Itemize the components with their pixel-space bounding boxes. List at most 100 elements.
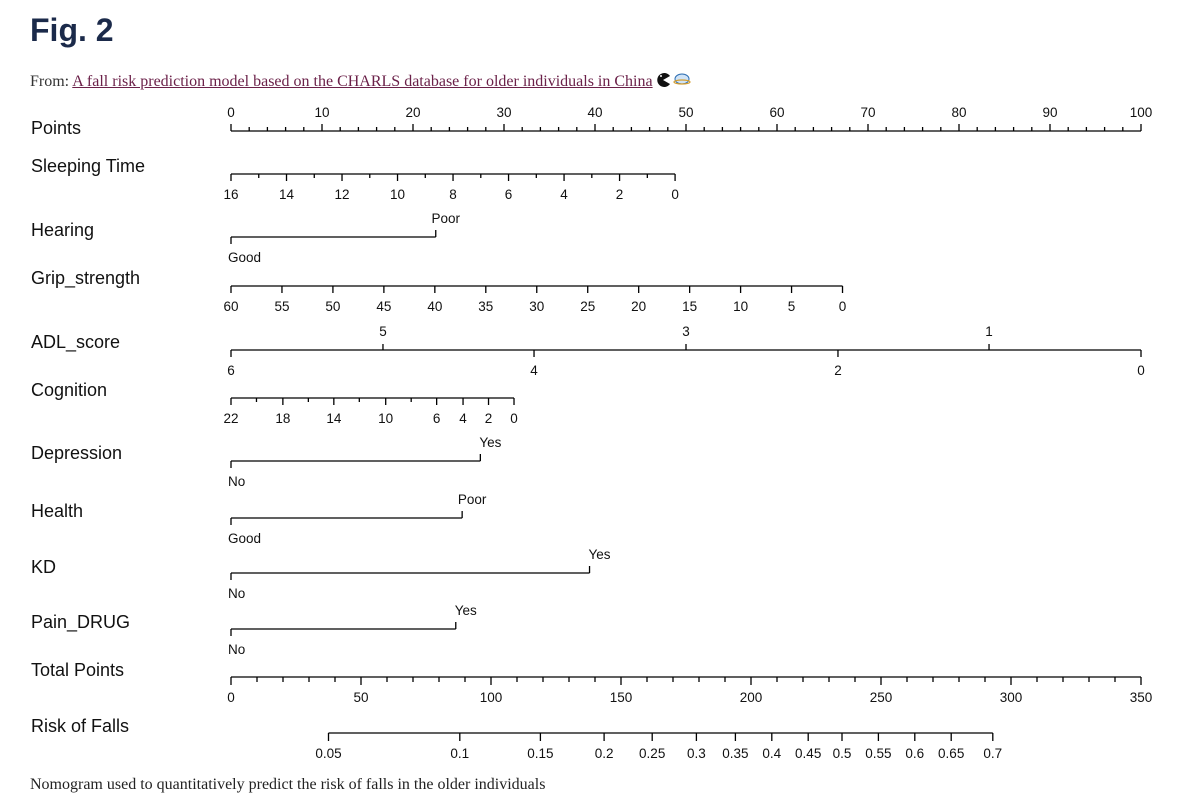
tick-label: 300 — [1000, 690, 1023, 705]
tick-label: 0.7 — [983, 746, 1002, 761]
tick-label: 150 — [610, 690, 633, 705]
row-label: Grip_strength — [31, 268, 140, 289]
tick-label: 4 — [560, 187, 568, 202]
level-label: No — [228, 642, 245, 657]
tick-label: 0.55 — [865, 746, 891, 761]
row-label: Hearing — [31, 220, 94, 240]
tick-label: 10 — [378, 411, 393, 426]
tick-label: 16 — [223, 187, 238, 202]
tick-label: 4 — [530, 363, 538, 378]
tick-label: 1 — [985, 324, 993, 339]
tick-label: 50 — [353, 690, 368, 705]
tick-label: 0.2 — [595, 746, 614, 761]
tick-label: 0.5 — [833, 746, 852, 761]
tick-label: 50 — [678, 105, 693, 120]
tick-label: 14 — [326, 411, 342, 426]
tick-label: 0.3 — [687, 746, 706, 761]
tick-label: 0 — [671, 187, 679, 202]
level-label: Yes — [589, 547, 611, 562]
level-label: Yes — [455, 603, 477, 618]
tick-label: 0.4 — [762, 746, 781, 761]
row-label: ADL_score — [31, 332, 120, 353]
row-label: Pain_DRUG — [31, 612, 130, 633]
tick-label: 6 — [433, 411, 441, 426]
tick-label: 0 — [1137, 363, 1145, 378]
tick-label: 70 — [860, 105, 875, 120]
tick-label: 0.35 — [722, 746, 748, 761]
tick-label: 5 — [379, 324, 387, 339]
article-link[interactable]: A fall risk prediction model based on th… — [72, 73, 653, 91]
tick-label: 0 — [227, 105, 235, 120]
tick-label: 0 — [510, 411, 518, 426]
tick-label: 45 — [376, 299, 391, 314]
tick-label: 55 — [274, 299, 289, 314]
row-label: Total Points — [31, 660, 124, 680]
tick-label: 20 — [631, 299, 646, 314]
level-label: No — [228, 586, 245, 601]
row-label: KD — [31, 557, 56, 577]
row-label: Cognition — [31, 380, 107, 400]
tick-label: 0.65 — [938, 746, 964, 761]
level-label: Good — [228, 250, 261, 265]
globe-icon — [672, 73, 691, 85]
tick-label: 0.45 — [795, 746, 821, 761]
tick-label: 40 — [427, 299, 442, 314]
tick-label: 2 — [485, 411, 493, 426]
tick-label: 350 — [1130, 690, 1153, 705]
tick-label: 90 — [1042, 105, 1057, 120]
level-label: Poor — [458, 492, 487, 507]
tick-label: 35 — [478, 299, 493, 314]
tick-label: 200 — [740, 690, 763, 705]
tick-label: 80 — [951, 105, 966, 120]
tick-label: 250 — [870, 690, 893, 705]
figure-title: Fig. 2 — [30, 12, 114, 48]
tick-label: 0 — [839, 299, 847, 314]
tick-label: 30 — [529, 299, 544, 314]
level-label: No — [228, 474, 245, 489]
tick-label: 22 — [223, 411, 238, 426]
pacman-icon — [656, 73, 670, 87]
tick-label: 10 — [390, 187, 405, 202]
tick-label: 18 — [275, 411, 290, 426]
level-label: Good — [228, 531, 261, 546]
tick-label: 60 — [769, 105, 784, 120]
row-label: Sleeping Time — [31, 156, 145, 176]
tick-label: 30 — [496, 105, 511, 120]
tick-label: 0.15 — [527, 746, 553, 761]
tick-label: 0.1 — [450, 746, 469, 761]
tick-label: 0.05 — [315, 746, 341, 761]
tick-label: 2 — [616, 187, 624, 202]
level-label: Yes — [479, 435, 501, 450]
level-label: Poor — [431, 211, 460, 226]
from-prefix: From: — [30, 73, 70, 91]
tick-label: 50 — [325, 299, 340, 314]
tick-label: 20 — [405, 105, 420, 120]
tick-label: 100 — [1130, 105, 1153, 120]
tick-label: 12 — [335, 187, 350, 202]
row-label: Health — [31, 501, 83, 521]
external-icons[interactable] — [655, 72, 691, 93]
tick-label: 10 — [314, 105, 329, 120]
row-label: Depression — [31, 443, 122, 463]
tick-label: 6 — [227, 363, 235, 378]
tick-label: 100 — [480, 690, 503, 705]
row-label: Risk of Falls — [31, 716, 129, 736]
tick-label: 10 — [733, 299, 748, 314]
tick-label: 4 — [459, 411, 467, 426]
tick-label: 0.6 — [905, 746, 924, 761]
tick-label: 40 — [587, 105, 602, 120]
tick-label: 0.25 — [639, 746, 665, 761]
source-line: From: A fall risk prediction model based… — [30, 72, 691, 93]
tick-label: 14 — [279, 187, 295, 202]
figure-caption: Nomogram used to quantitatively predict … — [30, 776, 546, 793]
row-label: Points — [31, 118, 81, 138]
tick-label: 3 — [682, 324, 690, 339]
tick-label: 2 — [834, 363, 842, 378]
tick-label: 60 — [223, 299, 238, 314]
tick-label: 25 — [580, 299, 595, 314]
tick-label: 0 — [227, 690, 235, 705]
tick-label: 8 — [449, 187, 457, 202]
tick-label: 6 — [505, 187, 513, 202]
tick-label: 15 — [682, 299, 697, 314]
